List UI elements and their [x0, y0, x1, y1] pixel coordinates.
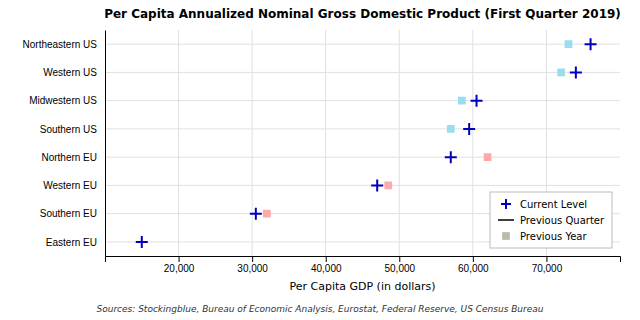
series [263, 40, 572, 217]
square-marker [557, 69, 565, 77]
y-tick-label: Northeastern US [23, 39, 98, 50]
y-tick-label: Western EU [43, 180, 97, 191]
legend-item: Current Level [501, 199, 587, 210]
grid-line [325, 30, 326, 256]
square-marker [484, 153, 492, 161]
annotation: Sources: Stockingblue, Bureau of Economi… [96, 304, 543, 314]
grid-line [105, 72, 620, 73]
y-tick-label: Western US [43, 67, 97, 78]
y-tick: Western US [43, 67, 105, 78]
grid [105, 30, 620, 256]
x-tick-mark [179, 256, 180, 262]
x-tick-label: 30,000 [237, 263, 268, 274]
square-marker [384, 182, 392, 190]
x-axis: 20,000 30,000 40,000 50,000 60,000 70,000 [106, 256, 621, 274]
plus-marker [136, 236, 148, 248]
y-axis-line [105, 31, 106, 257]
y-tick: Northeastern US [23, 39, 105, 50]
y-tick-label: Southern EU [40, 208, 97, 219]
x-tick-label: 60,000 [458, 263, 489, 274]
legend-item: Previous Year [502, 231, 587, 242]
grid-line [105, 157, 620, 158]
x-tick: 40,000 [311, 256, 342, 274]
legend-label: Current Level [520, 199, 587, 210]
legend-swatch [498, 219, 514, 221]
y-axis: Northeastern US Western US Midwestern US So… [23, 31, 106, 257]
x-tick-label: 40,000 [311, 263, 342, 274]
legend-label: Previous Year [520, 231, 588, 242]
y-tick-label: Midwestern US [29, 95, 97, 106]
x-tick: 50,000 [384, 256, 415, 274]
y-tick: Eastern EU [46, 237, 105, 248]
x-tick: 20,000 [164, 256, 195, 274]
grid-line [105, 100, 620, 101]
plot-area: 20,000 30,000 40,000 50,000 60,000 70,000 Nort… [23, 30, 621, 274]
square-marker [458, 97, 466, 105]
y-tick-label: Southern US [40, 124, 98, 135]
plus-marker [570, 66, 582, 78]
y-tick: Western EU [43, 180, 105, 191]
x-tick: 70,000 [532, 256, 563, 274]
legend: Current Level Previous Quarter Previous Ye… [490, 192, 612, 248]
grid-line [105, 185, 620, 186]
plus-marker [471, 95, 483, 107]
x-tick-label: 20,000 [164, 263, 195, 274]
x-tick-mark [473, 256, 474, 262]
y-tick-label: Northern EU [41, 152, 97, 163]
legend-swatch [502, 232, 510, 240]
square-marker [447, 125, 455, 133]
legend-item: Previous Quarter [498, 215, 605, 226]
grid-line [399, 30, 400, 256]
x-tick: 30,000 [237, 256, 268, 274]
plus-marker [585, 38, 597, 50]
y-tick: Southern US [40, 124, 105, 135]
grid-line [105, 44, 620, 45]
x-tick-label: 70,000 [532, 263, 563, 274]
x-tick-mark [399, 256, 400, 262]
plus-marker [463, 123, 475, 135]
square-marker [263, 210, 271, 218]
y-tick-label: Eastern EU [46, 237, 97, 248]
x-axis-line [106, 257, 621, 263]
x-tick-mark [252, 256, 253, 262]
legend-label: Previous Quarter [520, 215, 605, 226]
x-axis-title: Per Capita GDP (in dollars) [289, 280, 435, 293]
x-tick-mark [546, 256, 547, 262]
grid-line [252, 30, 253, 256]
x-tick-mark [326, 256, 327, 262]
grid-line [105, 128, 620, 129]
x-tick: 60,000 [458, 256, 489, 274]
legend-swatch [501, 199, 511, 209]
y-tick: Midwestern US [29, 95, 105, 106]
plus-marker [445, 151, 457, 163]
x-tick-label: 50,000 [384, 263, 415, 274]
grid-line [472, 30, 473, 256]
square-marker [565, 40, 573, 48]
title: Per Capita Annualized Nominal Gross Dome… [104, 7, 621, 21]
grid-line [178, 30, 179, 256]
y-tick: Northern EU [41, 152, 105, 163]
plus-marker [250, 208, 262, 220]
chart: 20,000 30,000 40,000 50,000 60,000 70,000 Nort… [0, 0, 640, 320]
plus-marker [371, 179, 383, 191]
y-tick: Southern EU [40, 208, 105, 219]
legend-box [490, 192, 612, 248]
